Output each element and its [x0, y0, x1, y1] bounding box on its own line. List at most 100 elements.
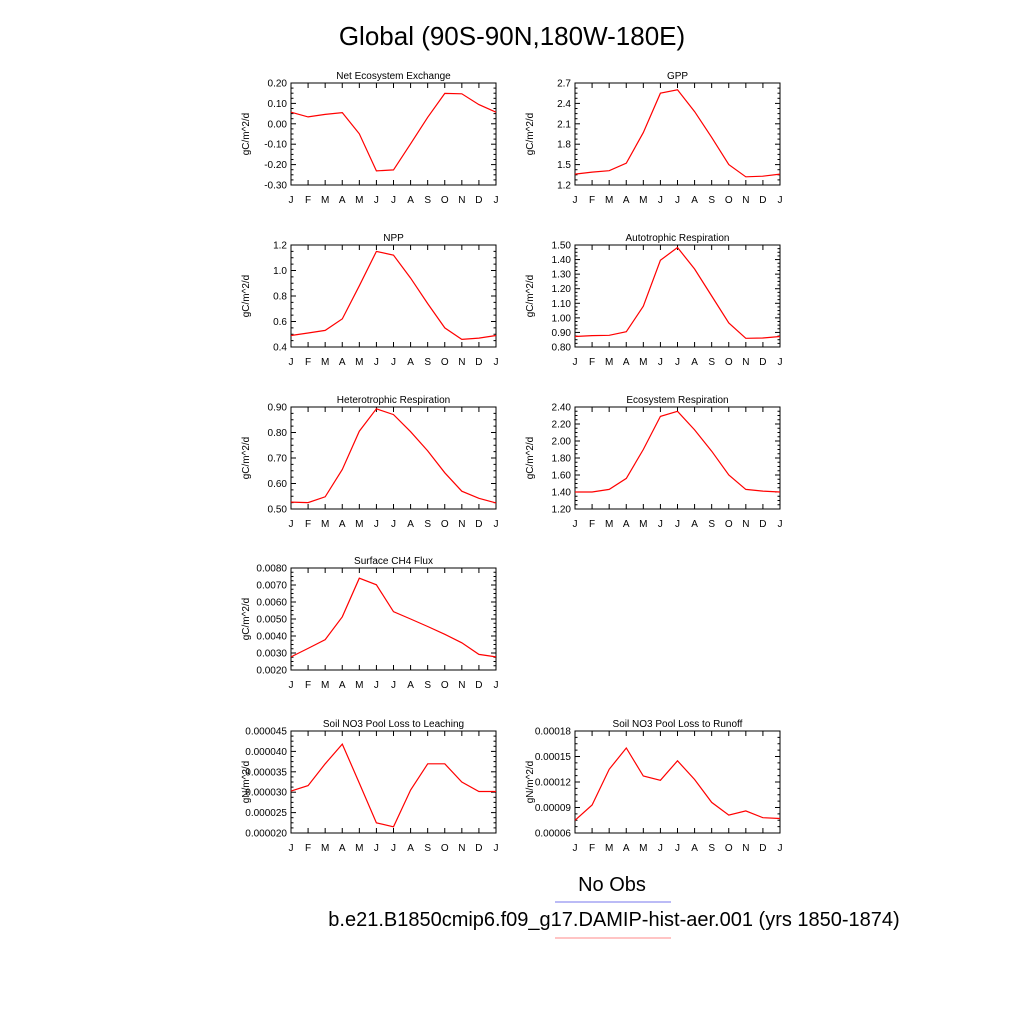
x-tick-label: S	[424, 357, 431, 368]
y-tick-label: 1.2	[557, 181, 571, 192]
x-tick-label: O	[725, 357, 733, 368]
x-tick-label: O	[725, 195, 733, 206]
x-tick-label: N	[742, 843, 749, 854]
x-tick-label: F	[305, 357, 311, 368]
series-line	[290, 577, 497, 658]
y-tick-label: 0.0030	[256, 649, 287, 660]
x-tick-label: F	[305, 843, 311, 854]
plot-frame	[290, 406, 497, 510]
x-tick-label: J	[289, 519, 294, 530]
panel-9: Soil NO3 Pool Loss to RunoffgN/m^2/d0.00…	[525, 719, 783, 854]
panels-group: Net Ecosystem Exchange gC/m^2/d 0.20 0.10 0.…	[241, 71, 783, 854]
x-tick-label: M	[639, 195, 647, 206]
x-tick-label: J	[778, 843, 783, 854]
y-tick-label: 0.90	[552, 328, 572, 339]
x-tick-label: A	[339, 843, 346, 854]
x-tick-label: D	[475, 843, 482, 854]
y-tick-label: 1.80	[552, 454, 572, 465]
y-tick-label: 1.10	[552, 299, 572, 310]
y-tick-label: 0.0020	[256, 666, 287, 677]
x-tick-label: N	[458, 519, 465, 530]
y-tick-label: 2.7	[557, 79, 571, 90]
x-tick-label: N	[458, 357, 465, 368]
y-tick-label: 0.00	[268, 119, 288, 130]
x-tick-label: S	[424, 843, 431, 854]
series-line	[575, 410, 781, 493]
y-tick-label: 0.6	[273, 317, 287, 328]
x-tick-label: A	[623, 843, 630, 854]
x-tick-label: A	[691, 843, 698, 854]
x-tick-label: D	[759, 357, 766, 368]
y-axis-label: gC/m^2/d	[241, 275, 252, 318]
x-tick-label: A	[339, 680, 346, 691]
x-tick-label: J	[391, 357, 396, 368]
x-tick-label: J	[778, 195, 783, 206]
x-tick-label: J	[573, 843, 578, 854]
x-tick-label: J	[573, 519, 578, 530]
x-tick-label: D	[759, 195, 766, 206]
x-tick-label: J	[675, 519, 680, 530]
series-line	[290, 250, 497, 341]
x-tick-label: J	[658, 357, 663, 368]
x-tick-label: A	[339, 357, 346, 368]
x-tick-label: M	[355, 519, 363, 530]
y-tick-label: 0.00012	[535, 778, 572, 789]
y-tick-label: 0.00006	[535, 829, 572, 840]
plot-frame	[290, 567, 497, 671]
x-tick-label: S	[708, 357, 715, 368]
x-tick-label: J	[374, 680, 379, 691]
x-tick-label: M	[321, 843, 329, 854]
y-tick-label: 0.0060	[256, 598, 287, 609]
x-tick-label: J	[289, 680, 294, 691]
x-tick-label: M	[605, 357, 613, 368]
x-tick-label: J	[494, 843, 499, 854]
y-tick-label: 0.00015	[535, 752, 572, 763]
x-tick-label: M	[639, 843, 647, 854]
y-tick-label: 1.50	[552, 241, 572, 252]
series-line	[574, 746, 781, 821]
x-tick-label: J	[289, 843, 294, 854]
x-tick-label: J	[289, 195, 294, 206]
y-tick-label: 1.8	[557, 140, 571, 151]
legend-case-label: b.e21.B1850cmip6.f09_g17.DAMIP-hist-aer.…	[328, 909, 899, 931]
x-tick-label: S	[424, 519, 431, 530]
x-tick-label: A	[691, 519, 698, 530]
legend-no-obs-label: No Obs	[578, 874, 646, 896]
x-tick-label: J	[494, 195, 499, 206]
x-tick-label: O	[441, 357, 449, 368]
x-tick-label: J	[374, 843, 379, 854]
y-tick-label: 2.4	[557, 99, 571, 110]
plot-frame	[574, 406, 781, 510]
panel-title: Autotrophic Respiration	[626, 233, 730, 244]
x-tick-label: O	[725, 519, 733, 530]
y-axis-label: gC/m^2/d	[525, 437, 536, 480]
plot-frame	[574, 244, 781, 348]
x-tick-label: N	[458, 195, 465, 206]
x-tick-label: M	[321, 195, 329, 206]
y-tick-label: 2.00	[552, 437, 572, 448]
y-tick-label: 0.000045	[245, 727, 287, 738]
x-tick-label: N	[458, 843, 465, 854]
x-tick-label: A	[407, 357, 414, 368]
y-tick-label: -0.20	[264, 160, 287, 171]
panel-6: Ecosystem Respiration gC/m^2/d 2.40 2.20 2.0…	[525, 395, 783, 530]
x-tick-label: M	[355, 843, 363, 854]
y-tick-label: 1.40	[552, 255, 572, 266]
y-tick-label: 0.0050	[256, 615, 287, 626]
y-axis-label: gC/m^2/d	[241, 113, 252, 156]
x-tick-label: J	[374, 357, 379, 368]
y-axis-label: gN/m^2/d	[241, 761, 252, 804]
panel-title: Surface CH4 Flux	[354, 556, 433, 567]
y-tick-label: 0.000020	[245, 829, 287, 840]
x-tick-label: F	[305, 195, 311, 206]
plot-frame	[574, 730, 781, 834]
x-tick-label: J	[494, 680, 499, 691]
x-tick-label: N	[742, 357, 749, 368]
x-tick-label: D	[759, 519, 766, 530]
x-tick-label: M	[605, 195, 613, 206]
y-tick-label: 2.20	[552, 420, 572, 431]
x-tick-label: J	[675, 195, 680, 206]
x-tick-label: O	[441, 843, 449, 854]
x-tick-label: D	[759, 843, 766, 854]
